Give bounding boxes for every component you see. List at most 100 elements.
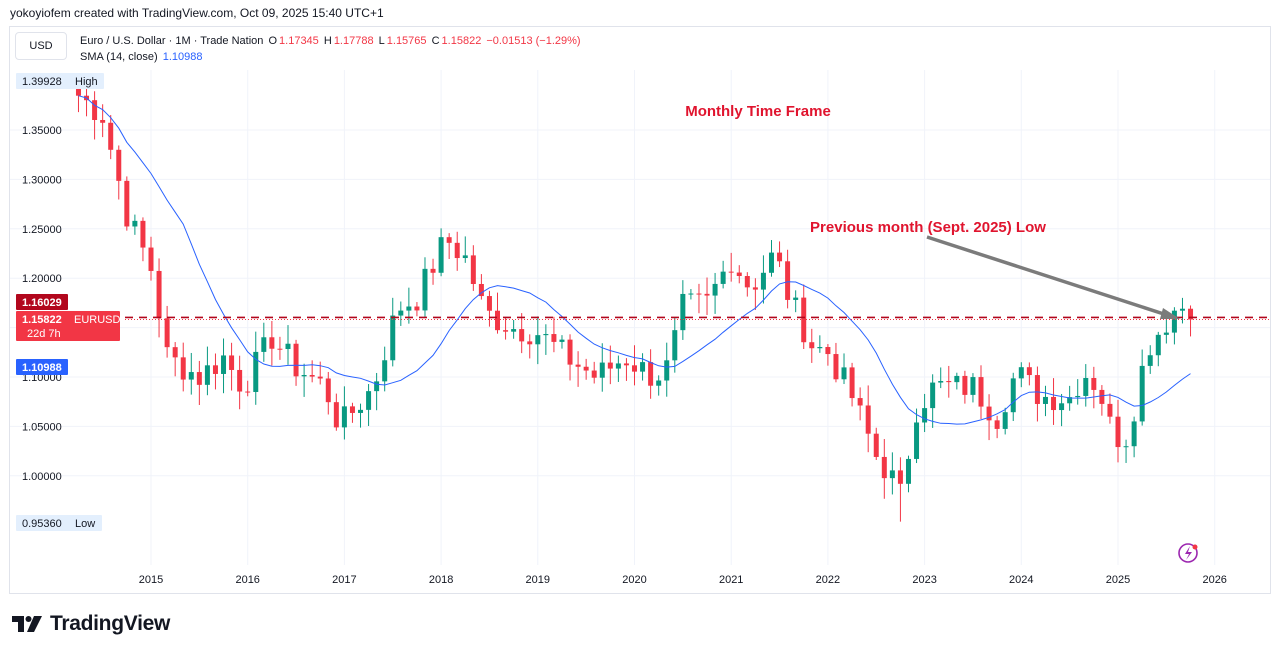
candle-body[interactable]: [1163, 332, 1169, 335]
candle-body[interactable]: [285, 343, 291, 350]
candle-body[interactable]: [752, 287, 758, 290]
candle-body[interactable]: [543, 334, 549, 336]
candle-body[interactable]: [575, 364, 581, 367]
candle-body[interactable]: [1123, 446, 1129, 448]
legend-sma-label[interactable]: SMA (14, close): [80, 51, 158, 63]
candle-body[interactable]: [704, 293, 710, 296]
candle-body[interactable]: [785, 261, 791, 300]
candle-body[interactable]: [180, 357, 186, 380]
candle-body[interactable]: [478, 283, 484, 297]
candle-body[interactable]: [261, 337, 267, 352]
candle-body[interactable]: [777, 252, 783, 262]
candle-body[interactable]: [994, 420, 1000, 429]
candle-body[interactable]: [519, 329, 525, 342]
candle-body[interactable]: [905, 458, 911, 484]
candle-body[interactable]: [1179, 308, 1185, 311]
candle-body[interactable]: [1083, 377, 1089, 396]
candle-body[interactable]: [341, 406, 347, 428]
candle-body[interactable]: [382, 360, 388, 382]
candle-body[interactable]: [559, 339, 565, 342]
candle-body[interactable]: [632, 365, 637, 372]
candle-body[interactable]: [1115, 416, 1121, 448]
candle-body[interactable]: [108, 122, 114, 150]
candle-body[interactable]: [1155, 334, 1161, 356]
candle-body[interactable]: [970, 377, 976, 395]
candle-body[interactable]: [221, 355, 227, 374]
candle-body[interactable]: [132, 220, 138, 227]
candle-body[interactable]: [728, 271, 734, 273]
candle-body[interactable]: [793, 297, 799, 300]
candle-body[interactable]: [301, 375, 307, 377]
candle-body[interactable]: [1131, 421, 1137, 447]
candle-body[interactable]: [978, 377, 984, 407]
candle-body[interactable]: [1059, 403, 1065, 411]
currency-button[interactable]: USD: [15, 32, 67, 60]
candle-body[interactable]: [1042, 396, 1048, 404]
candle-body[interactable]: [615, 363, 621, 369]
candle-body[interactable]: [172, 347, 178, 358]
candle-body[interactable]: [374, 381, 380, 392]
candle-body[interactable]: [1034, 375, 1040, 404]
candle-body[interactable]: [688, 293, 694, 295]
candle-body[interactable]: [672, 330, 678, 361]
candle-body[interactable]: [1107, 403, 1113, 417]
candle-body[interactable]: [1026, 367, 1032, 376]
candle-body[interactable]: [1091, 377, 1097, 390]
candle-body[interactable]: [100, 119, 106, 123]
candle-body[interactable]: [938, 381, 944, 383]
candle-body[interactable]: [204, 365, 210, 385]
candle-body[interactable]: [325, 378, 331, 403]
candle-body[interactable]: [623, 363, 629, 366]
candle-body[interactable]: [503, 330, 509, 332]
candle-body[interactable]: [922, 408, 928, 423]
candle-body[interactable]: [438, 237, 444, 273]
candle-body[interactable]: [889, 470, 895, 479]
candle-body[interactable]: [253, 351, 259, 392]
candle-body[interactable]: [164, 318, 170, 348]
candle-body[interactable]: [833, 354, 839, 380]
candle-body[interactable]: [333, 402, 339, 428]
candle-body[interactable]: [1171, 310, 1177, 333]
candle-body[interactable]: [293, 343, 299, 377]
candle-body[interactable]: [1010, 378, 1016, 413]
candle-body[interactable]: [462, 255, 468, 259]
candle-body[interactable]: [317, 376, 323, 379]
candle-body[interactable]: [809, 342, 815, 349]
candle-body[interactable]: [551, 334, 557, 342]
candle-body[interactable]: [930, 382, 936, 409]
candle-body[interactable]: [430, 268, 436, 273]
candle-body[interactable]: [1188, 308, 1194, 320]
candle-body[interactable]: [188, 372, 194, 380]
candle-body[interactable]: [229, 355, 235, 370]
candle-body[interactable]: [1147, 355, 1153, 366]
candle-body[interactable]: [591, 370, 597, 378]
candle-body[interactable]: [212, 365, 218, 374]
candle-body[interactable]: [696, 293, 702, 295]
candle-body[interactable]: [744, 276, 750, 288]
candle-body[interactable]: [390, 315, 396, 361]
candle-body[interactable]: [349, 406, 355, 413]
candle-body[interactable]: [736, 272, 742, 277]
candle-body[interactable]: [648, 362, 654, 386]
candle-body[interactable]: [849, 367, 855, 399]
candle-body[interactable]: [366, 391, 372, 410]
candle-body[interactable]: [1075, 395, 1081, 398]
candle-body[interactable]: [567, 339, 573, 365]
candle-body[interactable]: [269, 337, 275, 349]
candle-body[interactable]: [422, 268, 428, 311]
candle-body[interactable]: [470, 255, 476, 284]
candle-body[interactable]: [760, 272, 766, 290]
candle-body[interactable]: [277, 348, 283, 350]
candle-body[interactable]: [640, 362, 646, 372]
legend-symbol[interactable]: Euro / U.S. Dollar · 1M · Trade Nation: [80, 35, 264, 47]
candle-body[interactable]: [535, 335, 541, 345]
candle-body[interactable]: [825, 347, 831, 355]
candle-body[interactable]: [664, 360, 670, 381]
replay-icon[interactable]: [1178, 543, 1198, 563]
candle-body[interactable]: [954, 375, 960, 383]
candle-body[interactable]: [962, 375, 968, 395]
candle-body[interactable]: [148, 247, 154, 271]
candle-body[interactable]: [817, 347, 823, 349]
candle-body[interactable]: [358, 409, 364, 413]
candle-body[interactable]: [92, 100, 98, 120]
